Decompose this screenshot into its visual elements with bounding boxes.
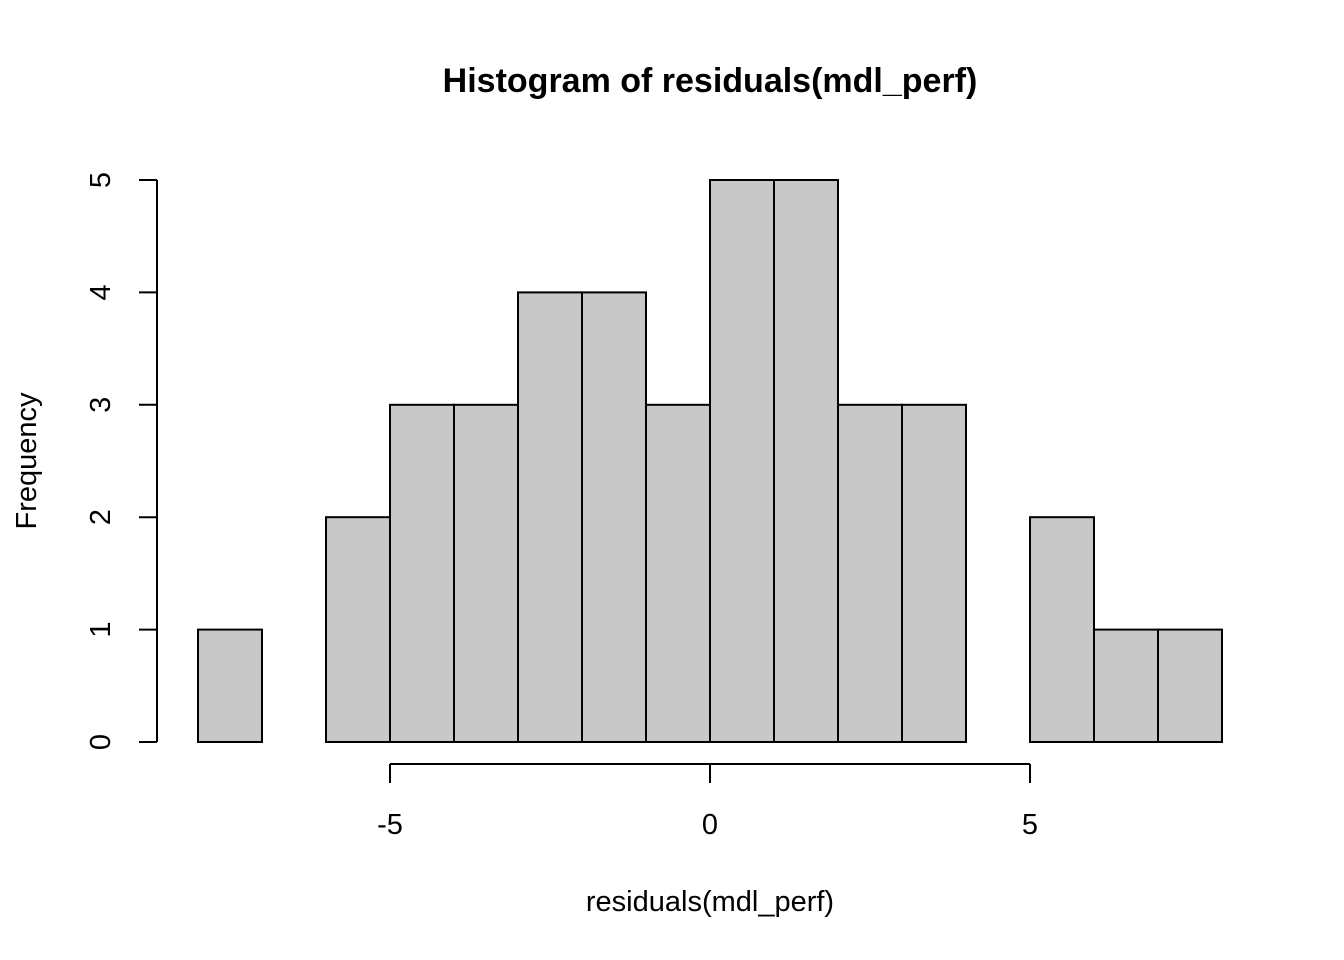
histogram-bar [709,179,775,743]
x-tick-label: 0 [702,809,718,841]
y-tick-label: 0 [85,734,117,750]
y-tick-label: 4 [85,284,117,300]
histogram-bars [197,179,1223,744]
x-tick-label: -5 [377,809,403,841]
histogram-bar [1093,628,1159,743]
histogram-bar [901,403,967,743]
x-tick-label: 5 [1022,809,1038,841]
histogram-bar [325,516,391,744]
x-axis: -5 0 5 [377,763,1038,841]
y-axis: 0 1 2 3 4 5 [85,172,158,750]
histogram-bar [1029,516,1095,744]
y-tick-label: 3 [85,397,117,413]
y-tick-label: 1 [85,622,117,638]
y-tick-label: 2 [85,509,117,525]
y-axis-label: Frequency [11,392,43,530]
histogram-bar [197,628,263,743]
y-tick-label: 5 [85,172,117,188]
chart-title: Histogram of residuals(mdl_perf) [443,62,978,100]
histogram-bar [389,403,455,743]
histogram-bar [453,403,519,743]
histogram-bar [645,403,711,743]
x-axis-label: residuals(mdl_perf) [586,886,834,918]
histogram-bar [1157,628,1223,743]
histogram-bar [517,291,583,743]
histogram-bar [581,291,647,743]
histogram-bar [773,179,839,743]
histogram-bar [837,403,903,743]
